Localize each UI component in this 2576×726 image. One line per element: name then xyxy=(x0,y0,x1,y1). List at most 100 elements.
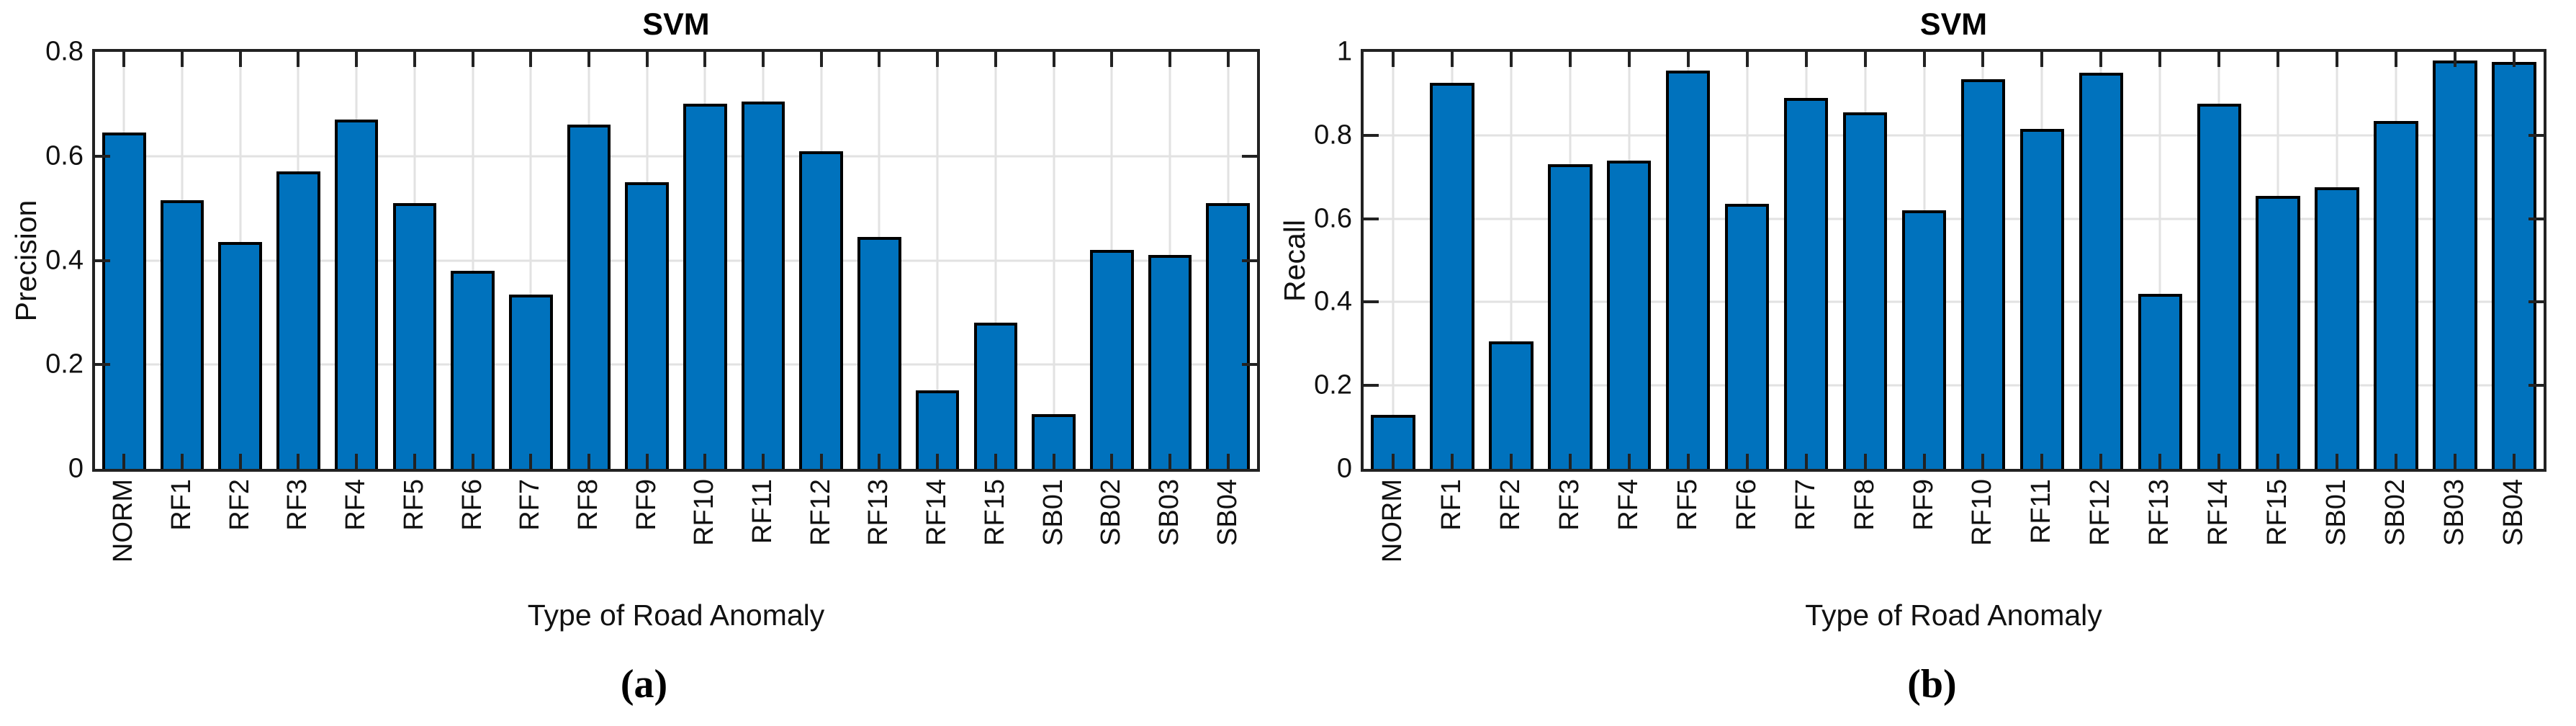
x-tick-mark xyxy=(587,454,590,469)
x-tick-label: RF8 xyxy=(572,479,603,531)
y-tick-label: 0.8 xyxy=(45,36,84,67)
x-tick-label: RF15 xyxy=(979,479,1010,546)
bar-rf11 xyxy=(741,101,785,469)
x-tick-label: SB04 xyxy=(1212,479,1243,546)
x-axis-label: Type of Road Anomaly xyxy=(1805,599,2102,632)
y-axis-label: Recall xyxy=(1278,219,1311,302)
x-tick-label: RF15 xyxy=(2262,479,2293,546)
bar-sb04 xyxy=(2492,62,2536,469)
bar-rf10 xyxy=(683,104,727,469)
x-tick-mark xyxy=(1509,52,1513,67)
bar-rf8 xyxy=(1842,112,1888,469)
gridline-vertical xyxy=(1053,52,1055,469)
x-tick-mark xyxy=(2040,454,2044,469)
x-tick-mark xyxy=(2454,454,2457,469)
x-tick-mark xyxy=(819,454,823,469)
x-tick-mark xyxy=(122,454,126,469)
bar-rf15 xyxy=(2256,195,2300,469)
bar-sb03 xyxy=(1148,255,1192,469)
x-tick-label: RF11 xyxy=(747,479,778,544)
x-tick-mark xyxy=(297,52,300,67)
x-tick-mark xyxy=(2454,52,2457,67)
x-tick-label: RF1 xyxy=(1436,479,1467,531)
x-tick-mark xyxy=(1450,454,1454,469)
x-tick-label: RF2 xyxy=(1495,479,1526,531)
y-tick-label: 0 xyxy=(1336,453,1352,484)
x-tick-mark xyxy=(355,454,359,469)
x-tick-label: SB03 xyxy=(1153,479,1184,546)
x-tick-label: RF14 xyxy=(922,479,953,546)
x-tick-mark xyxy=(1168,454,1171,469)
x-tick-mark xyxy=(1168,52,1171,67)
x-tick-mark xyxy=(1052,52,1055,67)
x-tick-label: RF6 xyxy=(1731,479,1762,531)
x-tick-label: RF3 xyxy=(282,479,313,531)
y-tick-mark xyxy=(1242,259,1257,262)
bar-rf2 xyxy=(1489,341,1534,469)
bar-rf12 xyxy=(799,151,843,469)
x-tick-mark xyxy=(819,52,823,67)
bar-norm xyxy=(102,133,146,469)
x-tick-mark xyxy=(994,52,997,67)
gridline-vertical xyxy=(1392,52,1395,469)
x-tick-mark xyxy=(181,52,184,67)
bar-sb03 xyxy=(2433,60,2477,469)
bar-rf5 xyxy=(1665,71,1711,469)
x-tick-mark xyxy=(1052,454,1055,469)
bar-sb02 xyxy=(2374,120,2418,469)
y-tick-mark xyxy=(2528,133,2544,137)
bar-rf13 xyxy=(2138,293,2183,469)
x-tick-mark xyxy=(703,52,707,67)
gridline-vertical xyxy=(2158,52,2161,469)
bar-rf15 xyxy=(973,323,1018,469)
gridline-horizontal xyxy=(1364,218,2544,220)
bar-rf14 xyxy=(2197,104,2241,469)
x-tick-mark xyxy=(1450,52,1454,67)
bar-rf4 xyxy=(334,120,379,469)
bar-rf6 xyxy=(1724,204,1770,469)
x-tick-mark xyxy=(1391,454,1395,469)
x-tick-mark xyxy=(181,454,184,469)
x-tick-mark xyxy=(471,52,474,67)
x-tick-mark xyxy=(1804,454,1808,469)
x-tick-mark xyxy=(2336,52,2339,67)
plot-area-precision: SVM Precision Type of Road Anomaly 0 0.2 0… xyxy=(9,7,1260,632)
x-tick-mark xyxy=(587,52,590,67)
x-tick-label: RF9 xyxy=(631,479,662,531)
y-tick-label: 0 xyxy=(68,453,84,484)
gridline-vertical xyxy=(472,52,474,469)
x-tick-label: RF10 xyxy=(689,479,720,546)
y-tick-mark xyxy=(1364,300,1379,304)
x-tick-label: SB01 xyxy=(1037,479,1068,546)
x-tick-mark xyxy=(2336,454,2339,469)
x-tick-mark xyxy=(1745,52,1749,67)
bar-rf1 xyxy=(1430,83,1474,469)
bar-rf1 xyxy=(160,200,204,469)
x-tick-label: SB04 xyxy=(2498,479,2529,546)
y-tick-label: 1 xyxy=(1336,36,1352,67)
y-tick-label: 0.6 xyxy=(1314,203,1352,234)
gridline-vertical xyxy=(529,52,532,469)
y-tick-label: 0.6 xyxy=(45,140,84,171)
bar-rf12 xyxy=(2079,72,2124,469)
x-tick-mark xyxy=(762,52,765,67)
x-tick-label: RF12 xyxy=(805,479,836,546)
x-tick-mark xyxy=(645,454,649,469)
x-tick-label: RF8 xyxy=(1849,479,1880,531)
x-tick-mark xyxy=(1110,52,1114,67)
bar-rf5 xyxy=(392,202,437,469)
x-tick-mark xyxy=(936,52,940,67)
x-tick-label: RF10 xyxy=(1967,479,1998,546)
x-tick-mark xyxy=(878,454,881,469)
x-tick-mark xyxy=(529,454,533,469)
x-tick-label: RF11 xyxy=(2026,479,2057,544)
y-tick-mark xyxy=(1242,154,1257,158)
x-tick-label: RF9 xyxy=(1908,479,1939,531)
bar-rf9 xyxy=(625,182,669,469)
x-tick-mark xyxy=(1226,52,1230,67)
bar-rf4 xyxy=(1607,160,1652,469)
bar-rf11 xyxy=(2019,129,2065,469)
x-tick-mark xyxy=(762,454,765,469)
x-tick-mark xyxy=(2395,52,2398,67)
panel-a: SVM Precision Type of Road Anomaly 0 0.2 0… xyxy=(9,7,1260,707)
